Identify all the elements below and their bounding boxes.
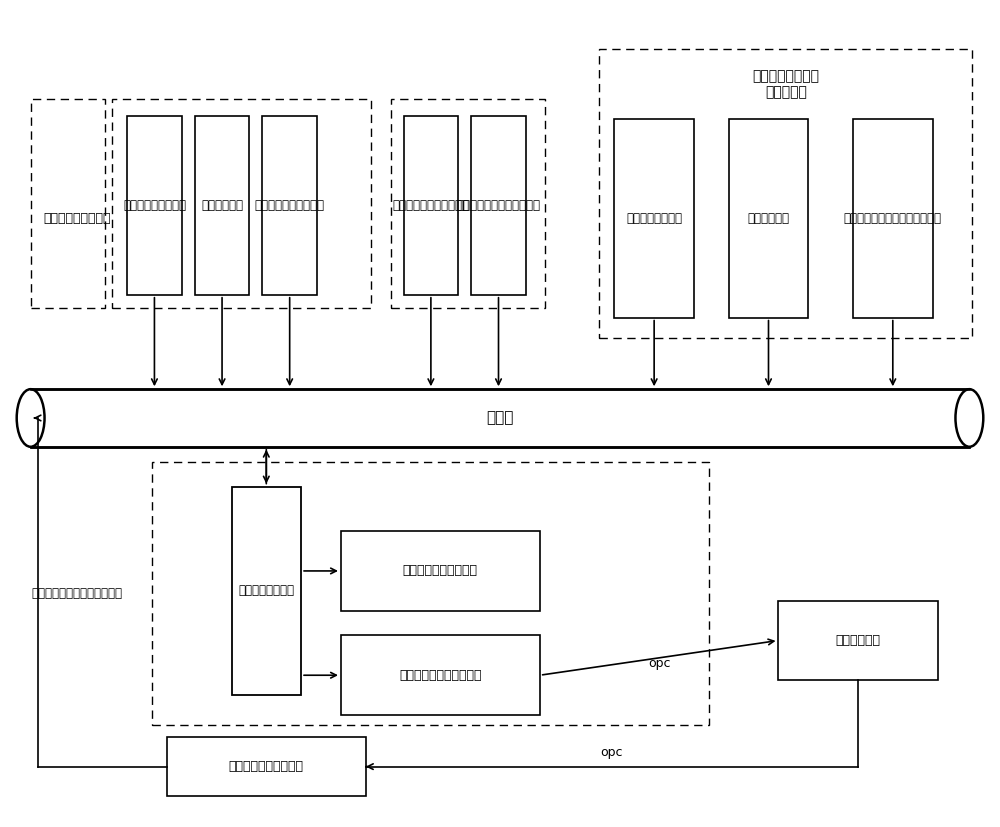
Bar	[152, 461, 709, 725]
Text: opc: opc	[648, 657, 670, 670]
Bar	[341, 635, 540, 715]
Bar	[853, 119, 933, 318]
Text: 生产指标实时监控模块: 生产指标实时监控模块	[403, 565, 478, 577]
Text: 生产指标目标值模块: 生产指标目标值模块	[123, 199, 186, 212]
Text: 多生产指标优化结果输出单元: 多生产指标优化结果输出单元	[32, 587, 123, 600]
Text: 边界约束模块: 边界约束模块	[201, 199, 243, 212]
Bar	[31, 99, 105, 308]
Bar	[778, 600, 938, 680]
Bar	[614, 119, 694, 318]
Text: 用户信息管理模块: 用户信息管理模块	[626, 212, 682, 225]
Text: 优化结果输出模块: 优化结果输出模块	[238, 585, 294, 597]
Text: opc: opc	[601, 746, 623, 759]
Text: 多生产指标优化算法模块库: 多生产指标优化算法模块库	[457, 199, 541, 212]
Text: 登陆／退出管理模块和帮助模块: 登陆／退出管理模块和帮助模块	[844, 212, 942, 225]
Text: 多生产指标优化模型模块: 多生产指标优化模型模块	[392, 199, 469, 212]
Bar	[341, 531, 540, 610]
Text: 多生产指标优化系
统管理单元: 多生产指标优化系 统管理单元	[752, 69, 819, 99]
Bar	[404, 116, 458, 294]
Bar	[471, 116, 526, 294]
Bar	[262, 116, 317, 294]
Text: 密码管理模块: 密码管理模块	[748, 212, 790, 225]
Bar	[127, 116, 182, 294]
Ellipse shape	[17, 390, 45, 447]
Bar	[232, 486, 301, 696]
Ellipse shape	[955, 390, 983, 447]
Bar	[391, 99, 545, 308]
Bar	[599, 50, 972, 337]
Bar	[729, 119, 808, 318]
Text: 生产指标数据采集模块: 生产指标数据采集模块	[229, 760, 304, 773]
Text: 下层生产系统: 下层生产系统	[836, 634, 881, 647]
Text: 原矿选别配置量下发模块: 原矿选别配置量下发模块	[399, 669, 482, 681]
Bar	[195, 116, 249, 294]
Bar	[31, 390, 969, 447]
Text: 优化算法内部参数模块: 优化算法内部参数模块	[255, 199, 325, 212]
Text: 数据库: 数据库	[486, 410, 514, 425]
Text: 参数设定与修改单元: 参数设定与修改单元	[44, 212, 111, 225]
Bar	[112, 99, 371, 308]
Bar	[167, 737, 366, 796]
